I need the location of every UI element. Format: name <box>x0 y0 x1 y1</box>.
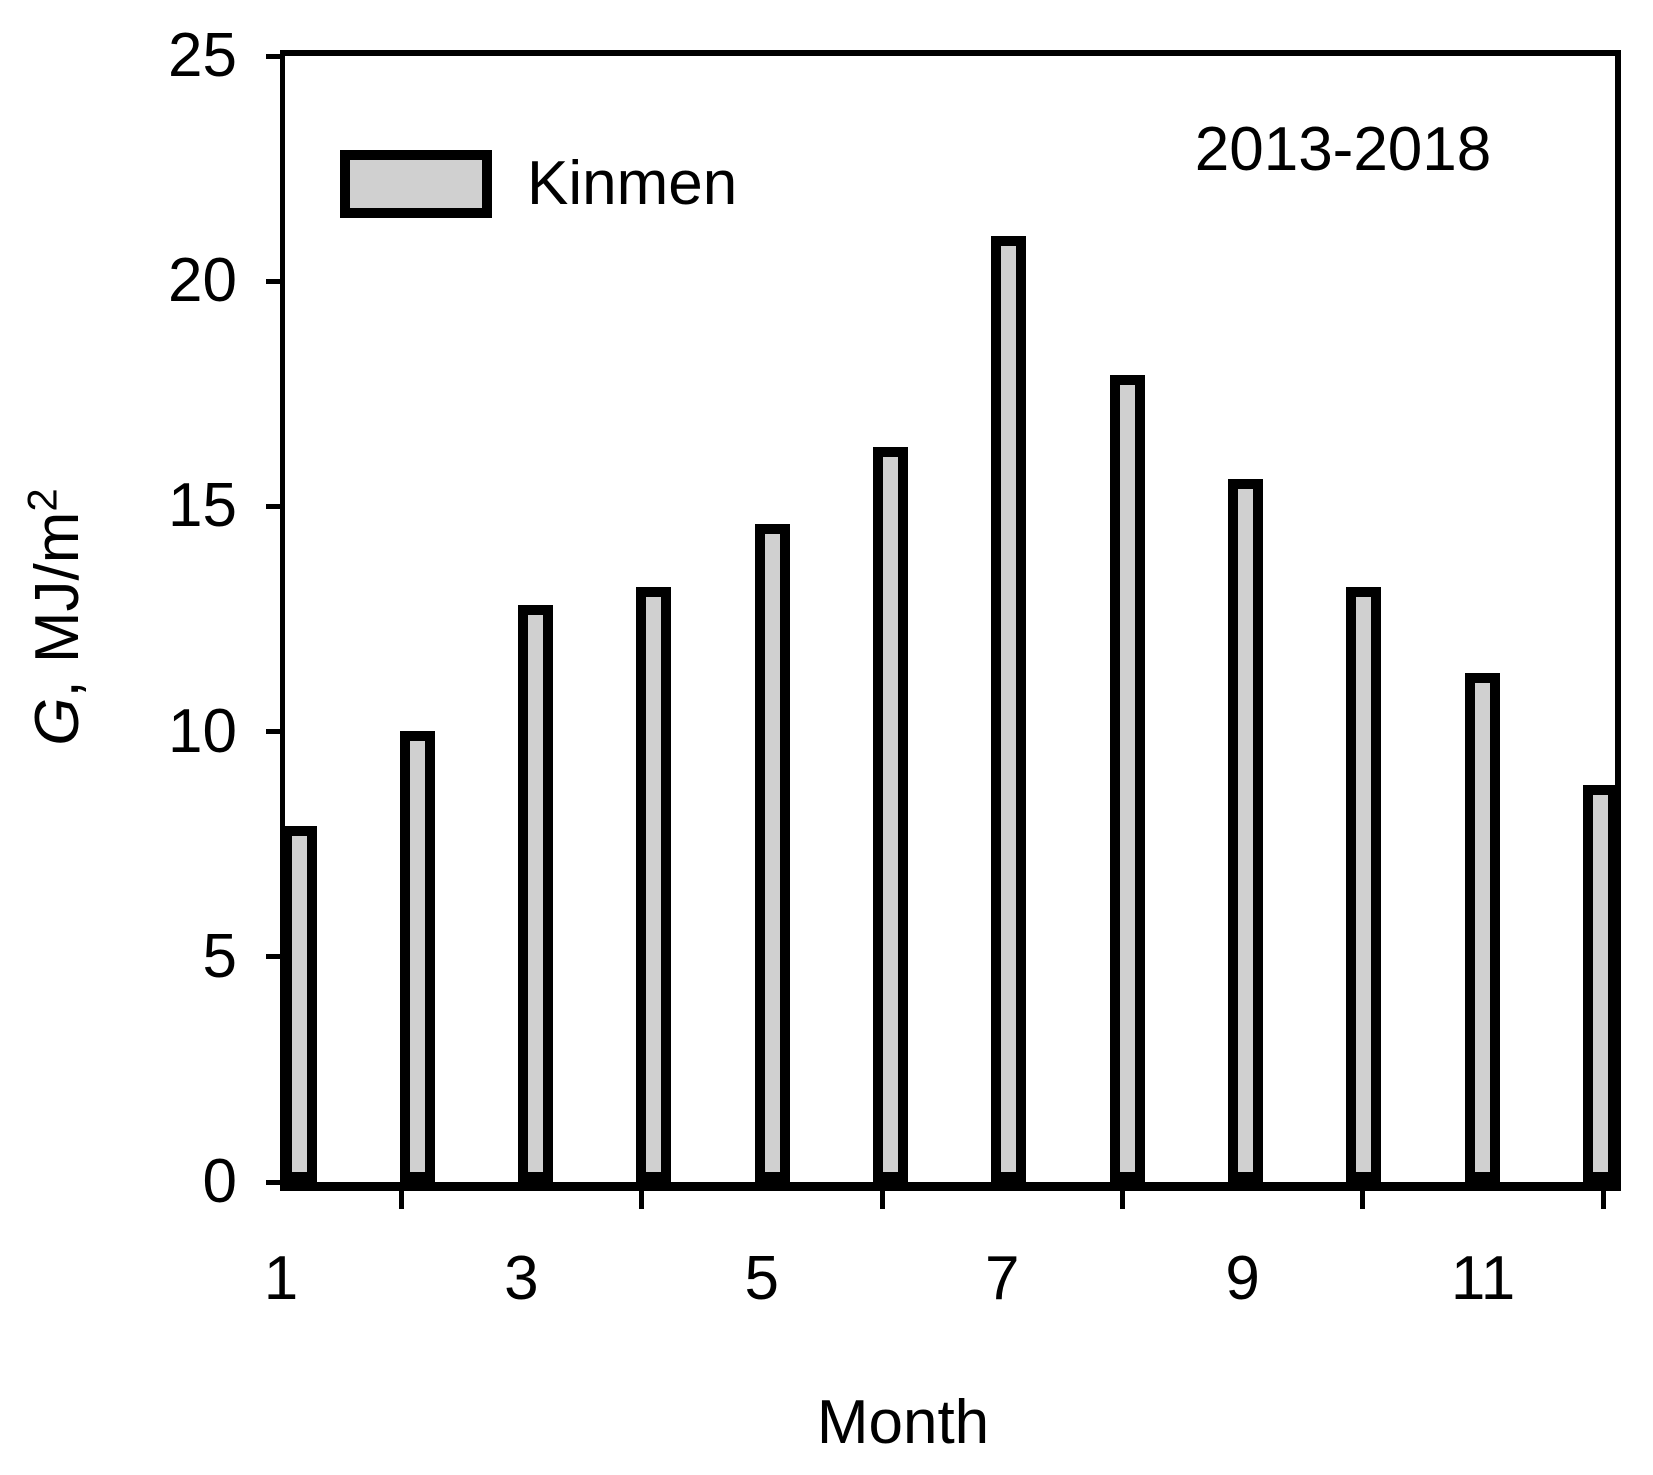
x-tick-label-9: 9 <box>1225 1244 1260 1313</box>
y-axis-title: G, MJ/m2 <box>18 488 92 746</box>
bar-month-5 <box>754 523 790 1182</box>
bars-container <box>281 56 1618 1182</box>
bar-month-2 <box>399 731 435 1182</box>
bar-month-6 <box>873 447 908 1182</box>
y-axis-title-units: , MJ/m <box>23 511 92 698</box>
y-tick-5 <box>266 954 280 960</box>
y-axis-title-exponent: 2 <box>18 488 66 512</box>
y-tick-label-0: 0 <box>202 1147 237 1216</box>
y-tick-label-10: 10 <box>168 696 237 766</box>
bar-month-1 <box>281 825 317 1182</box>
y-tick-label-5: 5 <box>202 921 237 991</box>
x-tick-label-5: 5 <box>744 1244 780 1313</box>
x-tick-8 <box>1119 1191 1125 1209</box>
x-tick-label-1: 1 <box>263 1244 299 1313</box>
bar-month-4 <box>636 586 672 1182</box>
y-tick-label-25: 25 <box>168 21 237 90</box>
x-tick-12 <box>1600 1191 1606 1209</box>
x-tick-4 <box>639 1191 645 1209</box>
y-tick-20 <box>266 278 280 284</box>
y-tick-label-15: 15 <box>168 471 237 541</box>
x-axis-title: Month <box>816 1388 990 1457</box>
y-tick-25 <box>266 53 280 59</box>
x-tick-label-7: 7 <box>984 1244 1020 1313</box>
x-tick-label-3: 3 <box>504 1244 539 1313</box>
y-axis-title-symbol: G <box>23 697 92 746</box>
plot-area <box>280 50 1621 1191</box>
bar-month-8 <box>1109 375 1145 1182</box>
bar-month-3 <box>518 605 554 1182</box>
bar-month-11 <box>1464 672 1500 1182</box>
period-annotation: 2013-2018 <box>1194 115 1492 184</box>
bar-month-12 <box>1582 785 1618 1182</box>
bar-month-7 <box>991 235 1027 1182</box>
y-tick-0 <box>266 1179 280 1185</box>
bar-month-10 <box>1346 586 1382 1182</box>
x-tick-6 <box>879 1191 885 1209</box>
bar-month-9 <box>1227 478 1263 1182</box>
y-tick-10 <box>266 729 280 735</box>
legend-label: Kinmen <box>527 149 738 218</box>
y-tick-15 <box>266 503 280 509</box>
x-tick-label-11: 11 <box>1450 1244 1516 1313</box>
x-tick-2 <box>398 1191 404 1209</box>
y-tick-label-20: 20 <box>168 246 237 316</box>
x-tick-10 <box>1360 1191 1366 1209</box>
legend-swatch <box>340 150 492 218</box>
